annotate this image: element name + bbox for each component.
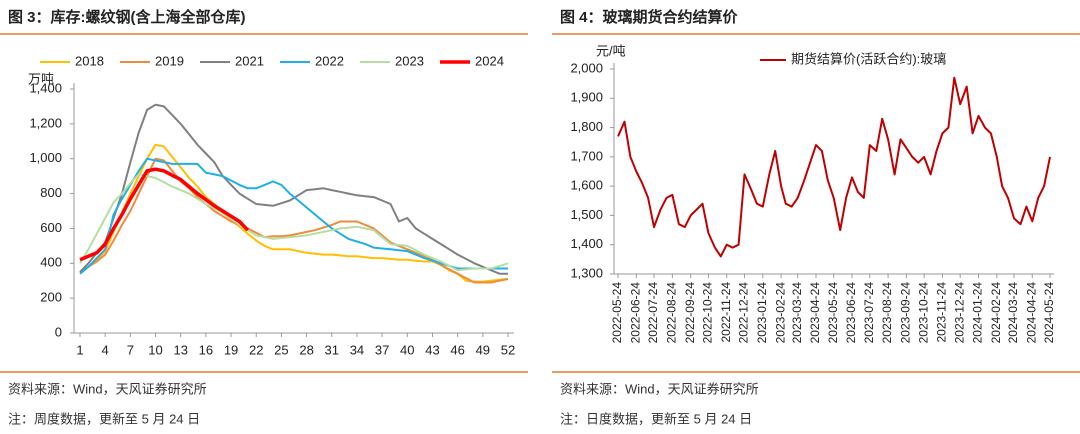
note: 注：日度数据，更新至 5 月 24 日 [560, 411, 752, 426]
x-tick-label: 2022-08-24 [665, 282, 679, 344]
y-tick-label: 1,000 [29, 150, 62, 165]
series-line [79, 103, 508, 275]
x-tick-label: 19 [224, 342, 238, 357]
y-tick-label: 0 [55, 324, 62, 339]
y-tick-label: 2,000 [570, 60, 603, 75]
x-tick-label: 2024-02-24 [989, 282, 1003, 344]
y-tick-label: 800 [40, 185, 62, 200]
x-tick-label: 2022-12-24 [737, 282, 751, 344]
x-tick-label: 34 [350, 342, 364, 357]
x-tick-label: 2022-11-24 [719, 282, 733, 343]
x-tick-label: 2022-09-24 [683, 282, 697, 344]
y-tick-label: 1,900 [570, 90, 603, 105]
legend-label: 2023 [395, 53, 424, 68]
x-tick-label: 1 [76, 342, 83, 357]
x-tick-label: 2023-09-24 [899, 282, 913, 344]
x-tick-label: 49 [476, 342, 490, 357]
y-tick-label: 1,600 [570, 178, 603, 193]
y-tick-label: 600 [40, 220, 62, 235]
x-tick-label: 40 [400, 342, 414, 357]
y-tick-label: 1,200 [29, 115, 62, 130]
x-tick-label: 2023-07-24 [862, 282, 876, 344]
x-tick-label: 4 [102, 342, 109, 357]
y-axis-unit: 元/吨 [596, 43, 626, 58]
series-line [79, 173, 509, 272]
x-tick-label: 31 [325, 342, 339, 357]
x-tick-label: 2023-11-24 [935, 282, 949, 343]
x-tick-label: 7 [127, 342, 134, 357]
y-axis-unit: 万吨 [28, 71, 54, 86]
x-tick-label: 43 [425, 342, 439, 357]
x-tick-label: 2023-12-24 [952, 282, 966, 344]
y-tick-label: 1,400 [570, 236, 603, 251]
x-tick-label: 10 [148, 342, 162, 357]
x-tick-label: 2023-01-24 [755, 282, 769, 344]
series-line [79, 143, 509, 283]
x-tick-label: 2022-06-24 [628, 282, 642, 344]
x-tick-label: 2023-06-24 [844, 282, 858, 344]
y-tick-label: 400 [40, 255, 62, 270]
legend-label: 2022 [315, 53, 344, 68]
x-tick-label: 13 [173, 342, 187, 357]
source: 资料来源：Wind，天风证券研究所 [8, 381, 207, 396]
source: 资料来源：Wind，天风证券研究所 [560, 381, 759, 396]
x-tick-label: 2023-02-24 [773, 282, 787, 344]
x-tick-label: 37 [375, 342, 389, 357]
x-tick-label: 2022-05-24 [610, 282, 624, 344]
x-tick-label: 2024-01-24 [971, 282, 985, 344]
y-tick-label: 1,800 [570, 119, 603, 134]
chart-title: 图 3：库存:螺纹钢(含上海全部仓库) [8, 8, 246, 26]
legend-label: 2019 [155, 53, 184, 68]
note: 注：周度数据，更新至 5 月 24 日 [8, 411, 200, 426]
x-tick-label: 16 [199, 342, 213, 357]
legend-label: 期货结算价(活跃合约):玻璃 [791, 51, 946, 66]
legend-label: 2018 [75, 53, 104, 68]
x-tick-label: 52 [501, 342, 515, 357]
x-tick-label: 28 [299, 342, 313, 357]
x-tick-label: 2023-10-24 [916, 282, 930, 344]
series-line [617, 76, 1051, 258]
x-tick-label: 25 [274, 342, 288, 357]
x-tick-label: 2023-05-24 [826, 282, 840, 344]
x-tick-label: 2023-04-24 [808, 282, 822, 344]
y-tick-label: 1,400 [29, 80, 62, 95]
y-tick-label: 1,300 [570, 265, 603, 280]
x-tick-label: 2023-03-24 [790, 282, 804, 344]
x-tick-label: 46 [450, 342, 464, 357]
series-line [79, 167, 250, 262]
chart-title: 图 4：玻璃期货合约结算价 [560, 8, 739, 26]
x-tick-label: 22 [249, 342, 263, 357]
x-tick-label: 2024-03-24 [1006, 282, 1020, 344]
x-tick-label: 2023-08-24 [880, 282, 894, 344]
y-tick-label: 1,700 [570, 148, 603, 163]
y-tick-label: 1,500 [570, 207, 603, 222]
x-tick-label: 2022-10-24 [701, 282, 715, 344]
x-tick-label: 2022-07-24 [646, 282, 660, 344]
legend-label: 2024 [475, 53, 504, 68]
series-line [79, 157, 508, 275]
x-tick-label: 2024-05-24 [1042, 282, 1056, 344]
y-tick-label: 200 [40, 290, 62, 305]
legend-label: 2021 [235, 53, 264, 68]
x-tick-label: 2024-04-24 [1024, 282, 1038, 344]
